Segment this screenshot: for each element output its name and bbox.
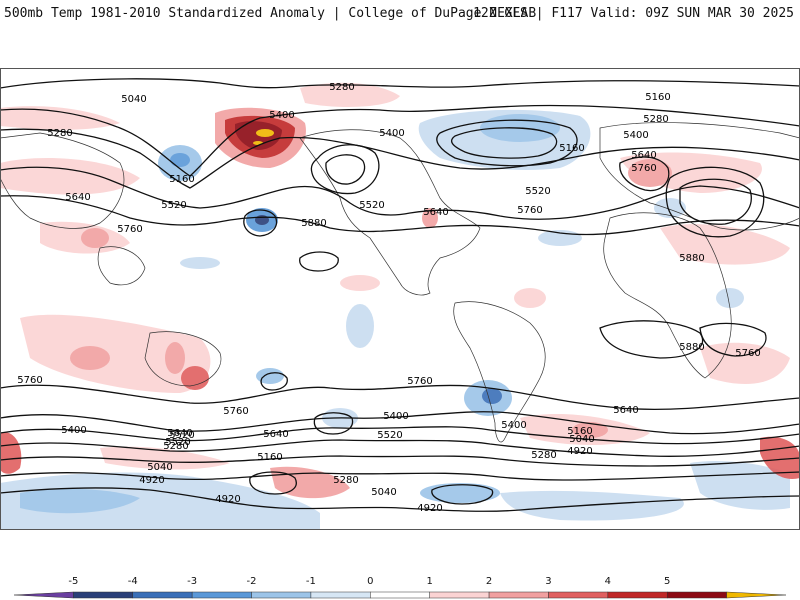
- colorbar-swatch: [429, 591, 490, 599]
- contour-label: 5760: [223, 406, 248, 417]
- contour-label: 5520: [161, 200, 186, 211]
- map-header: 500mb Temp 1981-2010 Standardized Anomal…: [0, 0, 800, 30]
- contour-label: 5640: [631, 150, 656, 161]
- contour-label: 5400: [623, 130, 648, 141]
- contour-label: 5280: [329, 82, 354, 93]
- colorbar: -5 -4 -3 -2 -1 0 1 2 3 4 5: [13, 576, 787, 599]
- contour-label: 5640: [423, 207, 448, 218]
- contour-label: 5520: [525, 186, 550, 197]
- colorbar-tick-label: 3: [545, 576, 551, 587]
- colorbar-tick-label: -1: [306, 576, 316, 587]
- contour-label: 5760: [735, 348, 760, 359]
- contour-label: 5520: [169, 430, 194, 441]
- contour-label: 5160: [169, 174, 194, 185]
- contour-labels: 5040 5280 5400 5160 5280 5400 5160 5280 …: [17, 82, 760, 514]
- colorbar-swatch: [548, 591, 609, 599]
- colorbar-swatch: [607, 591, 668, 599]
- colorbar-swatch: [310, 591, 371, 599]
- contour-label: 5880: [679, 253, 704, 264]
- colorbar-swatch: [132, 591, 193, 599]
- colorbar-tick-label: -5: [68, 576, 78, 587]
- contour-label: 5760: [631, 163, 656, 174]
- colorbar-tick-labels: -5 -4 -3 -2 -1 0 1 2 3 4 5: [68, 576, 670, 587]
- anomaly-map: 5040 5280 5400 5160 5280 5400 5160 5280 …: [0, 68, 800, 530]
- contour-label: 4920: [139, 475, 164, 486]
- colorbar-swatch: [251, 591, 312, 599]
- model-run-info: 12Z GFS | F117 Valid: 09Z SUN MAR 30 202…: [473, 6, 794, 21]
- contour-label: 5040: [147, 462, 172, 473]
- colorbar-tick-label: -3: [187, 576, 197, 587]
- contour-label: 5520: [359, 200, 384, 211]
- contour-label: 5280: [47, 128, 72, 139]
- colorbar-tick-label: 1: [427, 576, 433, 587]
- contour-label: 5880: [679, 342, 704, 353]
- contour-label: 5520: [165, 437, 190, 448]
- contour-label: 5160: [645, 92, 670, 103]
- contour-label: 5640: [263, 429, 288, 440]
- colorbar-swatch: [666, 591, 727, 599]
- contour-label: 4920: [215, 494, 240, 505]
- contour-label: 5880: [301, 218, 326, 229]
- contour-label: 5400: [501, 420, 526, 431]
- colorbar-swatch: [488, 591, 549, 599]
- contour-label: 5040: [569, 434, 594, 445]
- contour-label: 5640: [65, 192, 90, 203]
- colorbar-tick-label: -2: [247, 576, 257, 587]
- colorbar-tick-label: -4: [128, 576, 138, 587]
- colorbar-tick-label: 0: [367, 576, 373, 587]
- colorbar-swatches: [13, 591, 787, 599]
- colorbar-swatch: [726, 591, 787, 599]
- colorbar-tick-label: 2: [486, 576, 492, 587]
- contour-label: 5040: [121, 94, 146, 105]
- colorbar-tick-label: 5: [664, 576, 670, 587]
- contour-label: 5280: [163, 441, 188, 452]
- contour-label: 5760: [17, 375, 42, 386]
- colorbar-tick-label: 4: [605, 576, 611, 587]
- contour-label: 5040: [371, 487, 396, 498]
- contour-label: 5400: [379, 128, 404, 139]
- contour-label: 5280: [643, 114, 668, 125]
- contour-label: 5280: [531, 450, 556, 461]
- coastlines: [0, 122, 800, 443]
- height-contours: [0, 78, 800, 512]
- contour-label: 5160: [559, 143, 584, 154]
- colorbar-swatch: [370, 591, 430, 599]
- colorbar-swatch: [13, 591, 74, 599]
- contour-label: 4920: [417, 503, 442, 514]
- contour-label: 5280: [333, 475, 358, 486]
- contour-label: 5760: [517, 205, 542, 216]
- contour-label: 5400: [269, 110, 294, 121]
- contour-label: 4920: [567, 446, 592, 457]
- colorbar-swatch: [191, 591, 252, 599]
- contour-label: 5640: [613, 405, 638, 416]
- colorbar-swatch: [73, 591, 134, 599]
- contour-label: 5400: [383, 411, 408, 422]
- contour-label: 5760: [117, 224, 142, 235]
- map-title: 500mb Temp 1981-2010 Standardized Anomal…: [4, 6, 537, 21]
- contour-label: 5760: [407, 376, 432, 387]
- contour-label: 5160: [567, 426, 592, 437]
- contour-label: 5160: [257, 452, 282, 463]
- contour-label: 5520: [377, 430, 402, 441]
- contour-label: 5400: [61, 425, 86, 436]
- contour-label: 5640: [167, 428, 192, 439]
